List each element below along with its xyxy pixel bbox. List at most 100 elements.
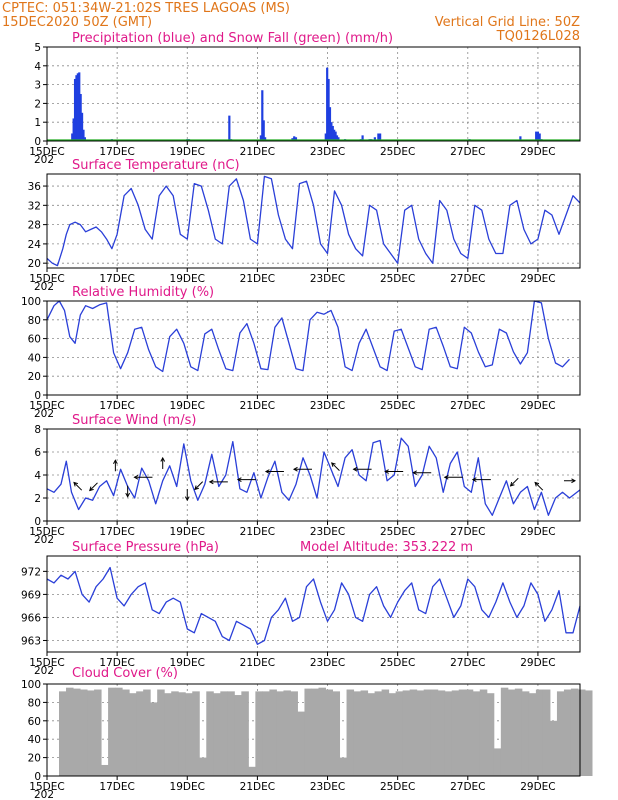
cloud-bar xyxy=(199,757,207,776)
cloud-bar xyxy=(227,691,235,776)
x-tick-label: 27DEC xyxy=(450,781,485,793)
cloud-bar xyxy=(367,693,376,776)
precip-bar xyxy=(83,137,86,141)
cloud-bar xyxy=(304,688,312,776)
y-tick-label: 40 xyxy=(28,352,41,364)
precip-bar xyxy=(79,94,82,141)
temperature-title: Surface Temperature (nC) xyxy=(72,158,240,173)
x-tick-label: 19DEC xyxy=(170,146,205,158)
y-tick-label: 60 xyxy=(28,716,41,728)
y-tick-label: 28 xyxy=(28,220,41,232)
x-tick-label: 21DEC xyxy=(240,526,275,538)
wind-arrow-head xyxy=(292,466,298,472)
cloud-bar xyxy=(500,687,509,776)
precipitation-title: Precipitation (blue) and Snow Fall (gree… xyxy=(72,31,393,46)
wind-arrow-head xyxy=(133,474,139,480)
x-tick-label: 27DEC xyxy=(450,273,485,285)
precip-bar xyxy=(262,120,265,141)
cloud-bar xyxy=(549,720,558,776)
y-tick-label: 20 xyxy=(28,371,41,383)
cloud-bar xyxy=(297,711,305,776)
precipitation-panel: Precipitation (blue) and Snow Fall (gree… xyxy=(29,31,581,166)
header-grid-line: Vertical Grid Line: 50Z xyxy=(435,15,580,30)
cloud-bar xyxy=(374,691,383,776)
cloud-bar xyxy=(66,687,74,776)
precip-bar xyxy=(78,72,81,141)
x-tick-label: 23DEC xyxy=(310,146,345,158)
wind-arrow xyxy=(73,482,83,491)
cloud-bar xyxy=(283,690,291,776)
cloud-bar xyxy=(388,693,397,776)
x-tick-label: 19DEC xyxy=(170,526,205,538)
x-tick-label: 29DEC xyxy=(520,273,555,285)
y-tick-label: 32 xyxy=(28,200,41,212)
cloud-bar xyxy=(129,693,137,776)
y-tick-label: 4 xyxy=(34,61,41,73)
y-tick-label: 1 xyxy=(34,117,41,129)
y-tick-label: 100 xyxy=(21,296,41,308)
y-tick-label: 963 xyxy=(21,635,41,647)
precip-bar xyxy=(328,107,332,141)
year-label: 202 xyxy=(34,154,54,166)
humidity-panel: Relative Humidity (%) 0 20 40 60 80 100 15DEC 1… xyxy=(21,285,581,420)
x-tick-label: 21DEC xyxy=(240,146,275,158)
cloud-bar xyxy=(423,689,432,776)
pressure-title: Surface Pressure (hPa) xyxy=(72,540,219,555)
wind-arrow-head xyxy=(125,492,131,498)
y-tick-label: 80 xyxy=(28,697,41,709)
cloud-bar xyxy=(395,691,404,776)
y-tick-label: 20 xyxy=(28,753,41,765)
wind-arrow-head xyxy=(89,486,94,492)
cloud-bar xyxy=(122,689,130,776)
precip-bar xyxy=(261,90,264,141)
precip-bar xyxy=(326,67,329,141)
x-tick-label: 27DEC xyxy=(450,146,485,158)
precip-bar xyxy=(294,137,298,141)
wind-arrow xyxy=(331,462,340,472)
y-tick-label: 24 xyxy=(28,239,42,251)
x-tick-label: 23DEC xyxy=(310,781,345,793)
humidity-title: Relative Humidity (%) xyxy=(72,285,214,300)
header-date: 15DEC2020 50Z (GMT) xyxy=(2,15,152,30)
cloud-cover-panel: Cloud Cover (%) 0 20 40 60 80 100 15DEC 17DEC 19… xyxy=(21,666,593,800)
x-tick-label: 25DEC xyxy=(380,657,415,669)
model-altitude: Model Altitude: 353.222 m xyxy=(300,540,473,555)
precip-bar xyxy=(228,115,231,141)
x-tick-label: 19DEC xyxy=(170,400,205,412)
year-label: 202 xyxy=(34,281,54,293)
precip-bar xyxy=(80,112,84,141)
precip-bar xyxy=(538,133,541,141)
x-tick-label: 17DEC xyxy=(99,526,134,538)
cloud-bar xyxy=(192,691,200,776)
wind-arrow-head xyxy=(571,478,577,484)
x-tick-label: 25DEC xyxy=(380,146,415,158)
x-tick-label: 17DEC xyxy=(99,657,134,669)
x-tick-label: 21DEC xyxy=(240,781,275,793)
x-tick-label: 17DEC xyxy=(99,146,134,158)
y-tick-label: 966 xyxy=(21,612,41,624)
wind-arrow-head xyxy=(384,469,389,474)
x-tick-label: 19DEC xyxy=(170,273,205,285)
y-tick-label: 20 xyxy=(28,258,41,270)
wind-arrow-head xyxy=(412,470,417,476)
cloud-bar xyxy=(535,689,544,776)
x-tick-label: 15DEC xyxy=(29,400,64,412)
cloud-cover-title: Cloud Cover (%) xyxy=(72,666,178,681)
wind-arrow xyxy=(534,482,544,491)
cloud-bar xyxy=(556,691,565,776)
precip-bar xyxy=(335,135,339,141)
y-tick-label: 0 xyxy=(34,516,41,528)
cloud-bar xyxy=(318,687,326,776)
temperature-panel: Surface Temperature (nC) 20 24 28 32 36 15DEC… xyxy=(28,158,581,293)
y-tick-label: 5 xyxy=(34,42,41,54)
cloud-bar xyxy=(80,689,88,776)
pressure-panel: Surface Pressure (hPa) Model Altitude: 3… xyxy=(21,540,581,677)
wind-arrow xyxy=(510,477,519,487)
cloud-bar xyxy=(493,748,502,776)
cloud-bar xyxy=(360,690,369,776)
cloud-bar xyxy=(220,691,228,776)
wind-arrow-head xyxy=(194,485,199,491)
wind-arrow-head xyxy=(471,477,477,482)
x-tick-label: 17DEC xyxy=(99,781,134,793)
